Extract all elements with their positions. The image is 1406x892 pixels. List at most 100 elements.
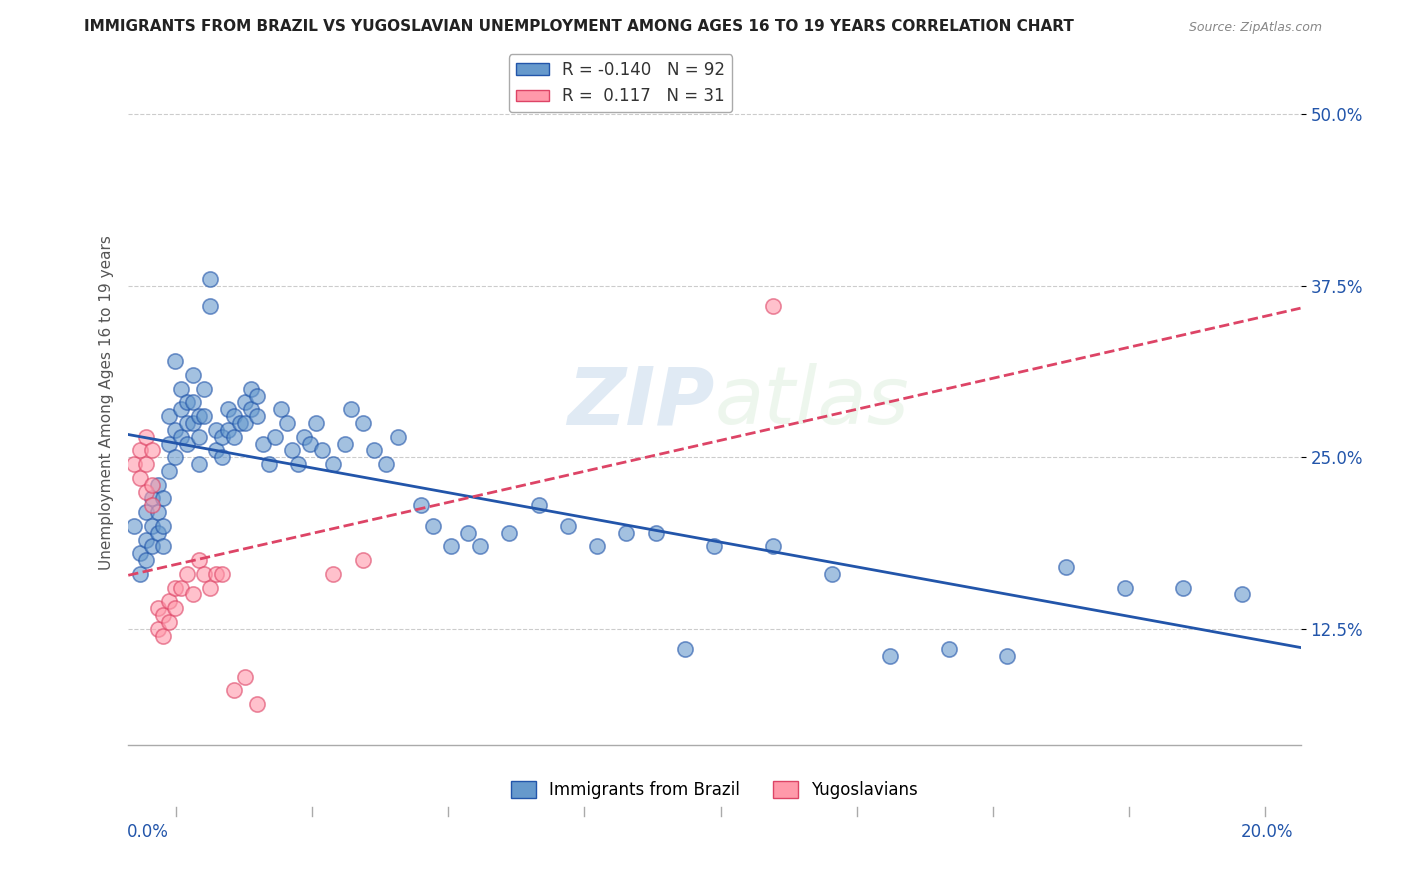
Legend: Immigrants from Brazil, Yugoslavians: Immigrants from Brazil, Yugoslavians	[503, 774, 925, 805]
Point	[586, 540, 609, 554]
Point	[235, 395, 257, 409]
Point	[305, 416, 328, 430]
Point	[352, 553, 374, 567]
Point	[340, 402, 363, 417]
Point	[257, 457, 280, 471]
Point	[281, 443, 304, 458]
Text: ZIP: ZIP	[567, 363, 714, 442]
Point	[141, 540, 163, 554]
Point	[135, 505, 157, 519]
Point	[157, 436, 180, 450]
Point	[422, 519, 444, 533]
Point	[135, 533, 157, 547]
Point	[152, 607, 174, 622]
Point	[129, 471, 152, 485]
Point	[298, 436, 321, 450]
Point	[141, 477, 163, 491]
Point	[170, 402, 193, 417]
Point	[644, 525, 666, 540]
Point	[129, 566, 152, 581]
Point	[1054, 560, 1077, 574]
Point	[211, 430, 233, 444]
Point	[193, 382, 215, 396]
Point	[997, 649, 1019, 664]
Point	[157, 615, 180, 629]
Point	[187, 409, 209, 424]
Point	[176, 566, 198, 581]
Point	[181, 416, 204, 430]
Point	[270, 402, 292, 417]
Point	[287, 457, 309, 471]
Text: 20.0%: 20.0%	[1241, 822, 1294, 840]
Point	[187, 553, 209, 567]
Point	[333, 436, 356, 450]
Point	[152, 540, 174, 554]
Point	[165, 354, 187, 368]
Point	[1114, 581, 1136, 595]
Point	[240, 382, 263, 396]
Point	[527, 498, 550, 512]
Point	[703, 540, 725, 554]
Point	[200, 272, 222, 286]
Point	[457, 525, 479, 540]
Text: atlas: atlas	[714, 363, 910, 442]
Point	[135, 484, 157, 499]
Point	[141, 519, 163, 533]
Y-axis label: Unemployment Among Ages 16 to 19 years: Unemployment Among Ages 16 to 19 years	[100, 235, 114, 570]
Point	[181, 368, 204, 382]
Point	[276, 416, 298, 430]
Point	[141, 498, 163, 512]
Point	[205, 423, 228, 437]
Point	[363, 443, 385, 458]
Point	[157, 594, 180, 608]
Point	[146, 505, 169, 519]
Point	[170, 581, 193, 595]
Point	[820, 566, 842, 581]
Point	[193, 566, 215, 581]
Point	[440, 540, 463, 554]
Point	[246, 409, 269, 424]
Point	[217, 402, 239, 417]
Point	[135, 457, 157, 471]
Point	[387, 430, 409, 444]
Point	[222, 683, 245, 698]
Point	[193, 409, 215, 424]
Text: IMMIGRANTS FROM BRAZIL VS YUGOSLAVIAN UNEMPLOYMENT AMONG AGES 16 TO 19 YEARS COR: IMMIGRANTS FROM BRAZIL VS YUGOSLAVIAN UN…	[84, 20, 1074, 34]
Point	[205, 443, 228, 458]
Point	[938, 642, 960, 657]
Point	[498, 525, 520, 540]
Point	[129, 546, 152, 560]
Point	[170, 430, 193, 444]
Point	[152, 629, 174, 643]
Point	[762, 540, 785, 554]
Point	[762, 300, 785, 314]
Point	[135, 430, 157, 444]
Point	[616, 525, 638, 540]
Point	[181, 587, 204, 601]
Point	[157, 464, 180, 478]
Point	[228, 416, 250, 430]
Point	[217, 423, 239, 437]
Point	[152, 519, 174, 533]
Point	[1230, 587, 1253, 601]
Point	[152, 491, 174, 506]
Point	[176, 416, 198, 430]
Point	[176, 436, 198, 450]
Point	[246, 697, 269, 711]
Point	[146, 477, 169, 491]
Text: 0.0%: 0.0%	[127, 822, 169, 840]
Point	[263, 430, 285, 444]
Point	[165, 423, 187, 437]
Point	[129, 443, 152, 458]
Point	[292, 430, 315, 444]
Point	[170, 382, 193, 396]
Point	[222, 409, 245, 424]
Point	[200, 300, 222, 314]
Point	[165, 581, 187, 595]
Point	[146, 525, 169, 540]
Point	[135, 553, 157, 567]
Point	[252, 436, 274, 450]
Point	[240, 402, 263, 417]
Point	[141, 491, 163, 506]
Point	[200, 581, 222, 595]
